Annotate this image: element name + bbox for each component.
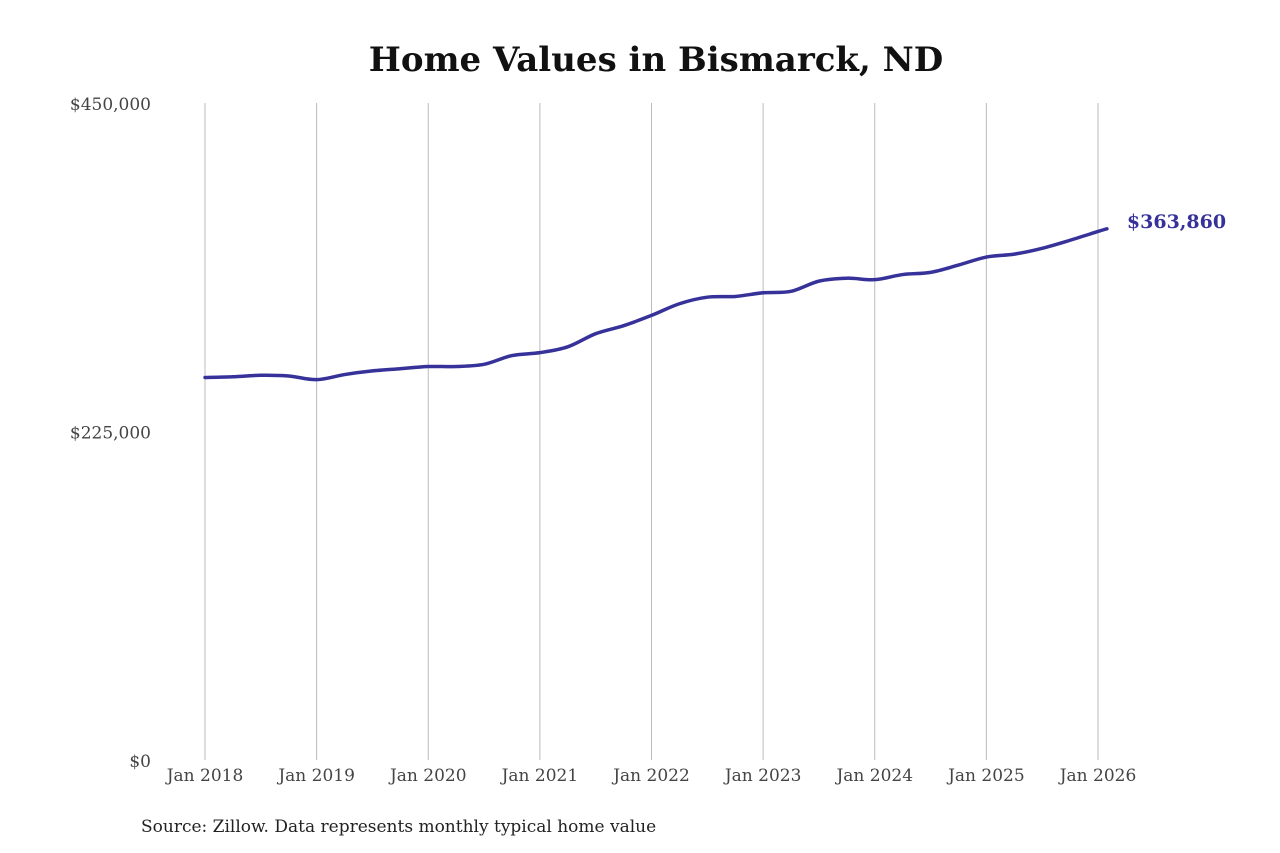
end-value-label: $363,860 — [1127, 211, 1226, 233]
y-tick-label: $450,000 — [70, 95, 151, 115]
x-tick-label: Jan 2024 — [834, 766, 913, 786]
y-tick-label: $0 — [129, 752, 151, 772]
y-axis-ticks: $0 $225,000 $450,000 — [70, 95, 151, 772]
gridlines — [204, 103, 1099, 760]
chart-title: Home Values in Bismarck, ND — [368, 40, 944, 80]
x-axis-ticks: Jan 2018 Jan 2019 Jan 2020 Jan 2021 Jan 2022… — [165, 766, 1137, 786]
x-tick-label: Jan 2020 — [388, 766, 467, 786]
source-note: Source: Zillow. Data represents monthly … — [141, 817, 657, 837]
x-tick-label: Jan 2018 — [165, 766, 244, 786]
x-tick-label: Jan 2019 — [276, 766, 355, 786]
x-tick-label: Jan 2021 — [500, 766, 579, 786]
x-tick-label: Jan 2023 — [723, 766, 802, 786]
series-line — [203, 227, 1109, 382]
x-tick-label: Jan 2026 — [1058, 766, 1137, 786]
x-tick-label: Jan 2025 — [946, 766, 1025, 786]
y-tick-label: $225,000 — [70, 424, 151, 444]
x-tick-label: Jan 2022 — [611, 766, 690, 786]
series-layer: $363,860 — [203, 211, 1226, 382]
